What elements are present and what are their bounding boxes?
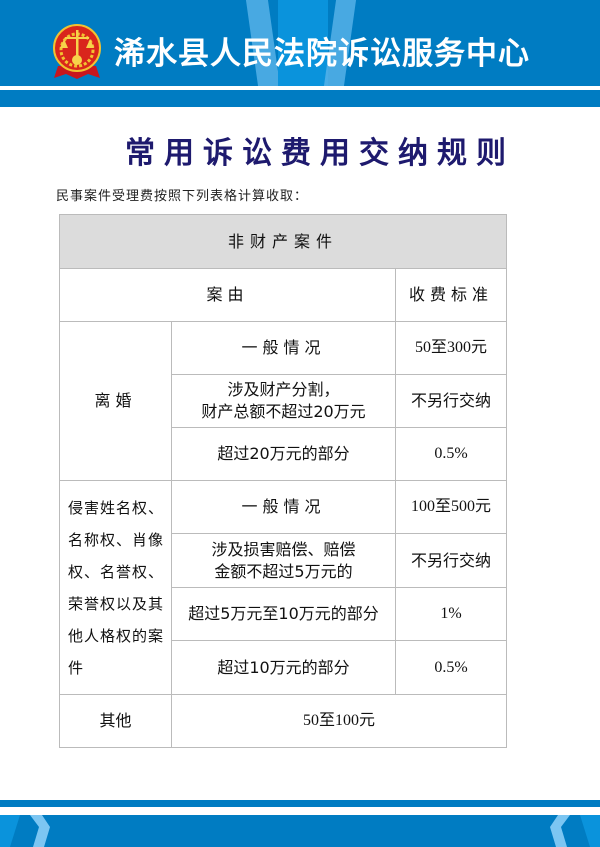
header-band [0,90,600,107]
category-personality-rights: 侵害姓名权、名称权、肖像权、名誉权、荣誉权以及其他人格权的案件 [59,480,172,695]
table-row: 侵害姓名权、名称权、肖像权、名誉权、荣誉权以及其他人格权的案件 一般情况 100… [59,480,508,695]
fee-cell: 0.5% [394,427,508,481]
category-other: 其他 [59,694,172,748]
footer-banner [0,815,600,847]
case-cell: 超过20万元的部分 [171,427,396,481]
fee-cell: 1% [394,587,508,641]
table-row: 超过10万元的部分 0.5% [60,640,508,695]
table-row: 超过20万元的部分 0.5% [60,427,508,481]
court-emblem-icon [53,24,101,79]
case-line: 涉及损害赔偿、赔偿 [211,539,356,559]
case-cell: 一般情况 [171,321,396,375]
table-row: 涉及财产分割， 财产总额不超过20万元 不另行交纳 [60,374,508,428]
section-header: 非财产案件 [58,214,508,269]
case-cell: 涉及损害赔偿、赔偿 金额不超过5万元的 [171,533,396,588]
fee-cell: 不另行交纳 [394,374,508,428]
table-row: 离婚 一般情况 50至300元 [59,321,508,481]
fee-cell: 100至500元 [394,480,508,534]
case-cell: 一般情况 [171,480,396,534]
fee-cell: 50至100元 [170,694,508,748]
fee-cell: 0.5% [394,640,508,695]
column-header-fee: 收费标准 [394,268,508,322]
fee-cell: 50至300元 [394,321,508,375]
column-header-reason: 案由 [59,268,396,322]
case-line: 涉及财产分割， [227,380,340,399]
case-cell: 超过5万元至10万元的部分 [171,587,396,641]
case-cell: 超过10万元的部分 [171,640,396,695]
chevron-decor-icon [0,815,600,847]
page-title: 常用诉讼费用交纳规则 [125,136,515,171]
table-header-row: 案由 收费标准 [59,268,508,322]
category-divorce: 离婚 [59,321,172,481]
table-row: 其他 50至100元 [59,694,508,748]
court-name: 浠水县人民法院诉讼服务中心 [114,36,530,72]
table-section-row: 非财产案件 [58,214,508,269]
fee-cell: 不另行交纳 [394,533,508,588]
header-banner: 浠水县人民法院诉讼服务中心 [0,0,600,86]
case-cell: 涉及财产分割， 财产总额不超过20万元 [171,374,396,428]
intro-text: 民事案件受理费按照下列表格计算收取： [56,189,309,204]
decor-beam [278,0,328,86]
footer-band [0,800,600,807]
fee-table: 非财产案件 案由 收费标准 离婚 一般情况 50至300元 涉及财产分割， 财产总… [58,214,508,748]
case-line: 财产总额不超过20万元 [201,402,366,421]
case-line: 金额不超过5万元的 [214,561,353,581]
